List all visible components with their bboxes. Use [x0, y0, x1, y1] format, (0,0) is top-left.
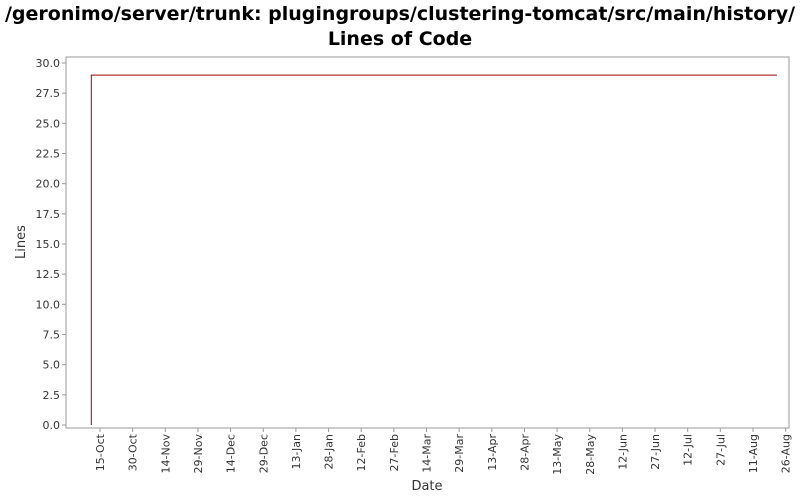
series-group	[90, 74, 777, 425]
x-tick-label: 26-Aug	[780, 434, 793, 473]
y-axis: 0.0 2.5 5.0 7.5 10.0 12.5 15.0 17.5 20.0 22.5 25.0…	[36, 57, 66, 432]
x-axis: 15-Oct 30-Oct 14-Nov 29-Nov 14-Dec 29-Dec 13-J…	[94, 428, 793, 475]
y-axis-label: Lines	[14, 225, 29, 259]
x-tick-label: 14-Mar	[421, 434, 434, 473]
x-tick-label: 28-Jan	[323, 434, 336, 470]
x-tick-label: 29-Dec	[257, 434, 270, 473]
x-tick-label: 13-May	[551, 434, 564, 475]
x-tick-label: 27-Jul	[714, 434, 727, 466]
x-tick-label: 13-Jan	[290, 434, 303, 470]
series-line-0	[90, 74, 777, 425]
y-tick-label: 0.0	[43, 419, 61, 432]
y-tick-label: 2.5	[43, 389, 61, 402]
y-tick-label: 20.0	[36, 178, 61, 191]
x-tick-label: 28-May	[584, 434, 597, 475]
y-tick-label: 15.0	[36, 238, 61, 251]
chart-title-line-2: Lines of Code	[327, 28, 473, 50]
x-tick-label: 14-Dec	[225, 434, 238, 473]
y-tick-label: 30.0	[36, 57, 61, 70]
x-tick-label: 14-Nov	[159, 434, 172, 474]
y-tick-label: 10.0	[36, 298, 61, 311]
y-tick-label: 25.0	[36, 117, 61, 130]
x-tick-label: 27-Feb	[388, 434, 401, 471]
plot-area	[65, 56, 790, 429]
y-tick-label: 7.5	[43, 329, 61, 342]
y-tick-label: 12.5	[36, 268, 61, 281]
y-tick-label: 27.5	[36, 87, 61, 100]
x-tick-label: 12-Jun	[616, 434, 629, 470]
chart-title-line-1: /geronimo/server/trunk: plugingroups/clu…	[4, 3, 796, 25]
x-tick-label: 29-Nov	[192, 434, 205, 474]
y-tick-label: 5.0	[43, 359, 61, 372]
x-tick-label: 12-Feb	[355, 434, 368, 471]
x-tick-label: 30-Oct	[127, 433, 140, 471]
x-tick-label: 11-Aug	[747, 434, 760, 473]
y-tick-label: 17.5	[36, 208, 61, 221]
x-tick-label: 28-Apr	[518, 434, 531, 471]
x-tick-label: 15-Oct	[94, 433, 107, 471]
x-tick-label: 12-Jul	[682, 434, 695, 466]
x-tick-label: 27-Jun	[649, 434, 662, 470]
x-tick-label: 29-Mar	[453, 434, 466, 473]
y-tick-label: 22.5	[36, 148, 61, 161]
x-tick-label: 13-Apr	[486, 434, 499, 471]
chart-title: /geronimo/server/trunk: plugingroups/clu…	[0, 2, 800, 52]
x-axis-label: Date	[411, 479, 442, 494]
